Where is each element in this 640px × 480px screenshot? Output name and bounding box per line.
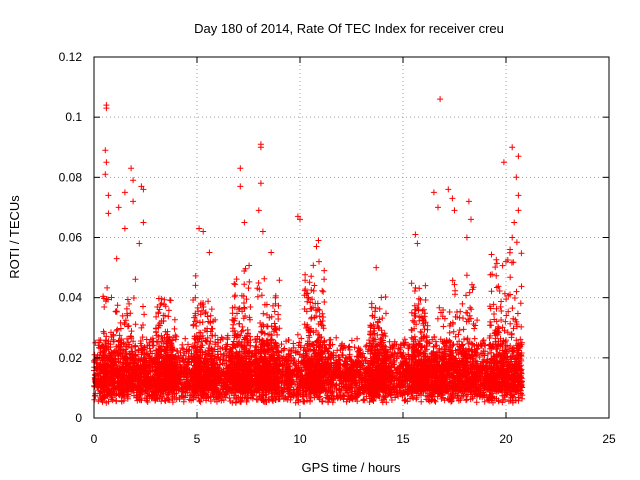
data-point — [307, 398, 313, 405]
data-point — [154, 395, 161, 402]
data-point — [361, 354, 368, 361]
data-point — [158, 398, 165, 405]
data-point — [476, 354, 483, 360]
data-point — [196, 397, 203, 404]
data-point — [296, 339, 303, 346]
data-point — [295, 364, 302, 371]
data-point — [403, 358, 410, 365]
data-point — [219, 344, 226, 351]
data-point — [327, 360, 334, 367]
data-point — [298, 335, 305, 342]
data-point — [269, 395, 276, 401]
data-point — [481, 398, 488, 405]
data-point — [239, 394, 246, 401]
data-point — [262, 399, 269, 405]
data-point — [295, 397, 302, 404]
data-point — [230, 394, 237, 401]
data-point — [225, 364, 232, 371]
data-point — [386, 338, 393, 345]
data-point — [95, 398, 102, 405]
data-point — [432, 338, 439, 345]
data-point — [469, 341, 476, 348]
data-point — [224, 334, 231, 341]
data-point — [91, 351, 98, 358]
data-point — [355, 349, 362, 356]
data-point — [401, 336, 408, 343]
data-point — [329, 388, 336, 395]
data-point — [215, 348, 221, 355]
data-point — [178, 392, 185, 399]
data-point — [221, 360, 228, 367]
data-point — [440, 394, 447, 401]
data-point — [513, 337, 520, 344]
data-point — [484, 350, 491, 357]
data-point — [285, 388, 291, 395]
data-point — [188, 397, 195, 404]
data-point — [182, 335, 189, 342]
data-point — [220, 356, 227, 362]
data-point — [351, 344, 358, 351]
data-point — [150, 373, 156, 379]
data-point — [179, 355, 186, 362]
data-point — [346, 343, 353, 350]
data-point — [363, 393, 370, 400]
data-point — [348, 337, 355, 344]
data-point — [290, 340, 297, 347]
data-point — [445, 397, 452, 404]
data-point — [233, 396, 240, 402]
data-point — [461, 336, 467, 343]
data-point — [388, 397, 395, 403]
data-point — [99, 398, 106, 405]
data-point — [180, 346, 187, 353]
data-point — [342, 354, 349, 361]
data-point — [455, 331, 462, 338]
data-point — [360, 366, 367, 373]
data-point — [391, 338, 398, 345]
data-point — [287, 360, 294, 367]
data-point — [243, 397, 250, 404]
data-point — [325, 348, 332, 355]
data-point — [113, 398, 120, 405]
data-point — [474, 345, 481, 352]
data-point — [382, 393, 389, 400]
data-point — [224, 343, 230, 350]
data-point — [401, 397, 408, 404]
data-point — [223, 357, 230, 364]
data-point — [96, 344, 102, 351]
data-point — [343, 355, 350, 362]
data-point — [330, 362, 337, 369]
data-point — [487, 389, 494, 396]
data-point — [471, 335, 478, 342]
data-point — [280, 353, 287, 360]
data-point — [337, 347, 344, 353]
data-point — [361, 397, 368, 404]
data-point — [144, 399, 151, 405]
data-point — [254, 396, 261, 403]
data-point — [95, 342, 102, 349]
data-point — [507, 343, 514, 349]
data-point — [238, 399, 244, 405]
data-points — [91, 96, 526, 406]
data-point — [330, 396, 337, 403]
data-point — [185, 341, 191, 348]
data-point — [418, 398, 425, 405]
data-point — [204, 393, 211, 400]
data-point — [220, 397, 227, 404]
data-point — [294, 331, 301, 338]
data-point — [169, 399, 176, 406]
data-point — [409, 393, 416, 400]
